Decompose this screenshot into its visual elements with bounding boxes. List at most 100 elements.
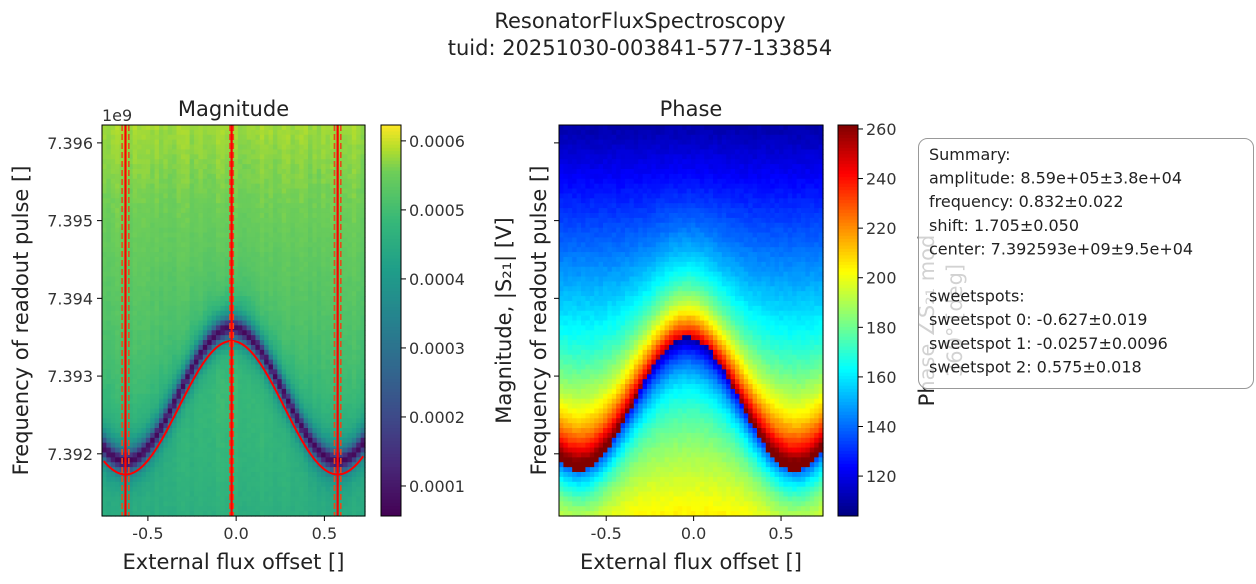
- heatmap-cell: [141, 335, 147, 341]
- heatmap-cell: [145, 178, 151, 185]
- heatmap-cell: [316, 134, 322, 141]
- heatmap-cell: [176, 325, 182, 331]
- heatmap-cell: [233, 379, 239, 385]
- heatmap-cell: [132, 237, 138, 243]
- heatmap-cell: [277, 403, 283, 410]
- heatmap-cell: [194, 388, 200, 395]
- heatmap-cell: [246, 149, 252, 155]
- heatmap-cell: [316, 247, 322, 253]
- heatmap-cell: [207, 354, 213, 361]
- heatmap-cell: [237, 379, 243, 385]
- heatmap-cell: [141, 300, 147, 307]
- heatmap-cell: [268, 237, 274, 243]
- heatmap-cell: [106, 242, 112, 248]
- heatmap-cell: [303, 408, 309, 414]
- heatmap-cell: [277, 159, 283, 165]
- heatmap-cell: [281, 369, 287, 375]
- heatmap-cell: [286, 125, 292, 131]
- heatmap-cell: [202, 149, 208, 155]
- heatmap-cell: [194, 496, 200, 502]
- heatmap-cell: [154, 369, 160, 375]
- heatmap-cell: [237, 310, 243, 317]
- heatmap-cell: [102, 369, 107, 375]
- heatmap-cell: [145, 247, 151, 253]
- heatmap-cell: [559, 212, 564, 219]
- heatmap-cell: [145, 315, 151, 322]
- heatmap-cell: [259, 344, 265, 351]
- heatmap-cell: [242, 286, 248, 292]
- heatmap-cell: [110, 408, 116, 414]
- heatmap-cell: [163, 198, 169, 204]
- heatmap-cell: [312, 472, 318, 478]
- heatmap-cell: [110, 472, 116, 478]
- heatmap-cell: [347, 452, 353, 458]
- heatmap-cell: [308, 252, 313, 258]
- heatmap-cell: [106, 164, 112, 170]
- heatmap-cell: [277, 232, 283, 239]
- heatmap-cell: [224, 183, 230, 190]
- heatmap-cell: [150, 379, 156, 385]
- heatmap-cell: [128, 203, 134, 209]
- heatmap-cell: [198, 344, 204, 351]
- heatmap-cell: [303, 168, 309, 175]
- heatmap-cell: [312, 476, 318, 483]
- heatmap-cell: [338, 364, 344, 370]
- heatmap-cell: [343, 154, 349, 160]
- heatmap-cell: [137, 198, 143, 204]
- heatmap-cell: [356, 379, 362, 385]
- heatmap-cell: [277, 432, 283, 439]
- heatmap-cell: [272, 296, 278, 302]
- heatmap-cell: [356, 462, 362, 468]
- heatmap-cell: [242, 486, 248, 493]
- heatmap-cell: [246, 393, 252, 400]
- heatmap-cell: [321, 374, 327, 380]
- heatmap-cell: [242, 252, 248, 258]
- heatmap-cell: [237, 139, 243, 146]
- heatmap-cell: [102, 315, 107, 322]
- heatmap-cell: [215, 452, 221, 458]
- heatmap-cell: [110, 134, 116, 141]
- heatmap-cell: [246, 320, 252, 326]
- heatmap-cell: [176, 496, 182, 502]
- heatmap-cell: [329, 276, 335, 282]
- heatmap-cell: [272, 398, 278, 405]
- heatmap-cell: [102, 413, 107, 419]
- heatmap-cell: [220, 217, 226, 224]
- heatmap-cell: [286, 384, 292, 390]
- heatmap-cell: [251, 408, 257, 414]
- heatmap-cell: [189, 266, 195, 273]
- heatmap-cell: [351, 203, 357, 209]
- heatmap-cell: [360, 193, 366, 199]
- heatmap-cell: [255, 447, 261, 454]
- heatmap-cell: [220, 296, 226, 302]
- heatmap-cell: [158, 330, 164, 336]
- heatmap-cell: [141, 168, 147, 175]
- heatmap-cell: [119, 291, 125, 297]
- heatmap-cell: [189, 134, 195, 141]
- heatmap-cell: [290, 320, 296, 326]
- heatmap-cell: [268, 472, 274, 478]
- heatmap-cell: [167, 237, 173, 243]
- heatmap-cell: [286, 462, 292, 468]
- heatmap-cell: [233, 472, 239, 478]
- heatmap-cell: [189, 129, 195, 136]
- heatmap-cell: [303, 222, 309, 229]
- heatmap-cell: [110, 428, 116, 434]
- heatmap-cell: [268, 310, 274, 317]
- heatmap-cell: [316, 305, 322, 312]
- heatmap-cell: [246, 447, 252, 454]
- heatmap-cell: [259, 320, 265, 326]
- heatmap-cell: [224, 476, 230, 483]
- heatmap-cell: [141, 281, 147, 287]
- heatmap-cell: [110, 256, 116, 263]
- heatmap-cell: [224, 418, 230, 424]
- heatmap-cell: [343, 462, 349, 468]
- heatmap-cell: [299, 364, 305, 370]
- heatmap-cell: [172, 208, 178, 214]
- heatmap-cell: [299, 212, 305, 219]
- heatmap-cell: [272, 125, 278, 131]
- heatmap-cell: [343, 242, 349, 248]
- heatmap-cell: [167, 208, 173, 214]
- heatmap-cell: [294, 227, 300, 234]
- heatmap-cell: [207, 320, 213, 326]
